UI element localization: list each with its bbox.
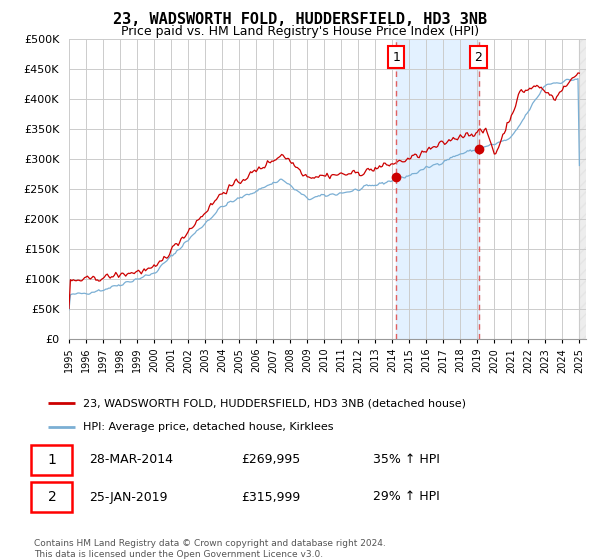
Bar — [396, 39, 479, 339]
Text: 28-MAR-2014: 28-MAR-2014 — [89, 454, 173, 466]
Text: 1: 1 — [392, 50, 400, 64]
Text: 1: 1 — [47, 453, 56, 467]
Text: 29% ↑ HPI: 29% ↑ HPI — [373, 491, 439, 503]
Text: HPI: Average price, detached house, Kirklees: HPI: Average price, detached house, Kirk… — [83, 422, 334, 432]
Text: 23, WADSWORTH FOLD, HUDDERSFIELD, HD3 3NB (detached house): 23, WADSWORTH FOLD, HUDDERSFIELD, HD3 3N… — [83, 398, 466, 408]
Text: 23, WADSWORTH FOLD, HUDDERSFIELD, HD3 3NB: 23, WADSWORTH FOLD, HUDDERSFIELD, HD3 3N… — [113, 12, 487, 27]
FancyBboxPatch shape — [31, 445, 73, 475]
Text: 2: 2 — [47, 490, 56, 504]
FancyBboxPatch shape — [31, 482, 73, 512]
Text: £269,995: £269,995 — [242, 454, 301, 466]
Text: Price paid vs. HM Land Registry's House Price Index (HPI): Price paid vs. HM Land Registry's House … — [121, 25, 479, 38]
Text: Contains HM Land Registry data © Crown copyright and database right 2024.
This d: Contains HM Land Registry data © Crown c… — [34, 539, 386, 559]
Bar — [580, 39, 588, 339]
Text: 2: 2 — [475, 50, 482, 64]
Text: 25-JAN-2019: 25-JAN-2019 — [89, 491, 167, 503]
Text: 35% ↑ HPI: 35% ↑ HPI — [373, 454, 440, 466]
Text: £315,999: £315,999 — [242, 491, 301, 503]
